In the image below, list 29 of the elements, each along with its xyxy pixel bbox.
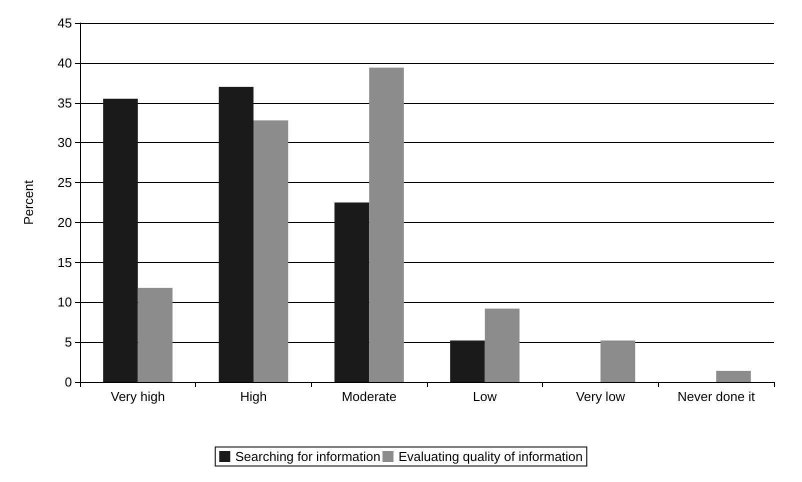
bar — [484, 308, 520, 382]
bar — [138, 288, 173, 382]
bar — [103, 98, 138, 382]
y-tick-label: 30 — [58, 135, 72, 150]
x-tick-label: Never done it — [678, 389, 756, 404]
y-tick-label: 40 — [58, 55, 72, 70]
x-tick-label: Very low — [576, 389, 626, 404]
x-tick-label: Low — [472, 389, 498, 404]
y-axis-title: Percent — [21, 180, 36, 225]
y-tick-label: 15 — [58, 254, 72, 270]
y-tick-label: 20 — [58, 214, 72, 230]
y-tick-label: 5 — [64, 334, 72, 350]
y-tick-label: 10 — [58, 294, 72, 310]
bar — [334, 202, 370, 382]
legend-label: Evaluating quality of information — [398, 449, 583, 464]
bar — [450, 340, 485, 382]
x-tick-label: Very high — [110, 389, 165, 404]
bar — [600, 340, 636, 382]
bar — [218, 86, 254, 382]
legend-label: Searching for information — [235, 449, 380, 464]
x-tick-label: High — [240, 389, 267, 404]
y-tick-label: 45 — [58, 16, 72, 30]
bar — [369, 68, 404, 382]
bar — [254, 120, 288, 382]
bar — [716, 370, 751, 382]
x-tick-label: Moderate — [342, 389, 397, 404]
y-tick-label: 35 — [58, 95, 72, 110]
y-tick-label: 0 — [64, 374, 72, 390]
y-tick-label: 25 — [58, 175, 72, 190]
